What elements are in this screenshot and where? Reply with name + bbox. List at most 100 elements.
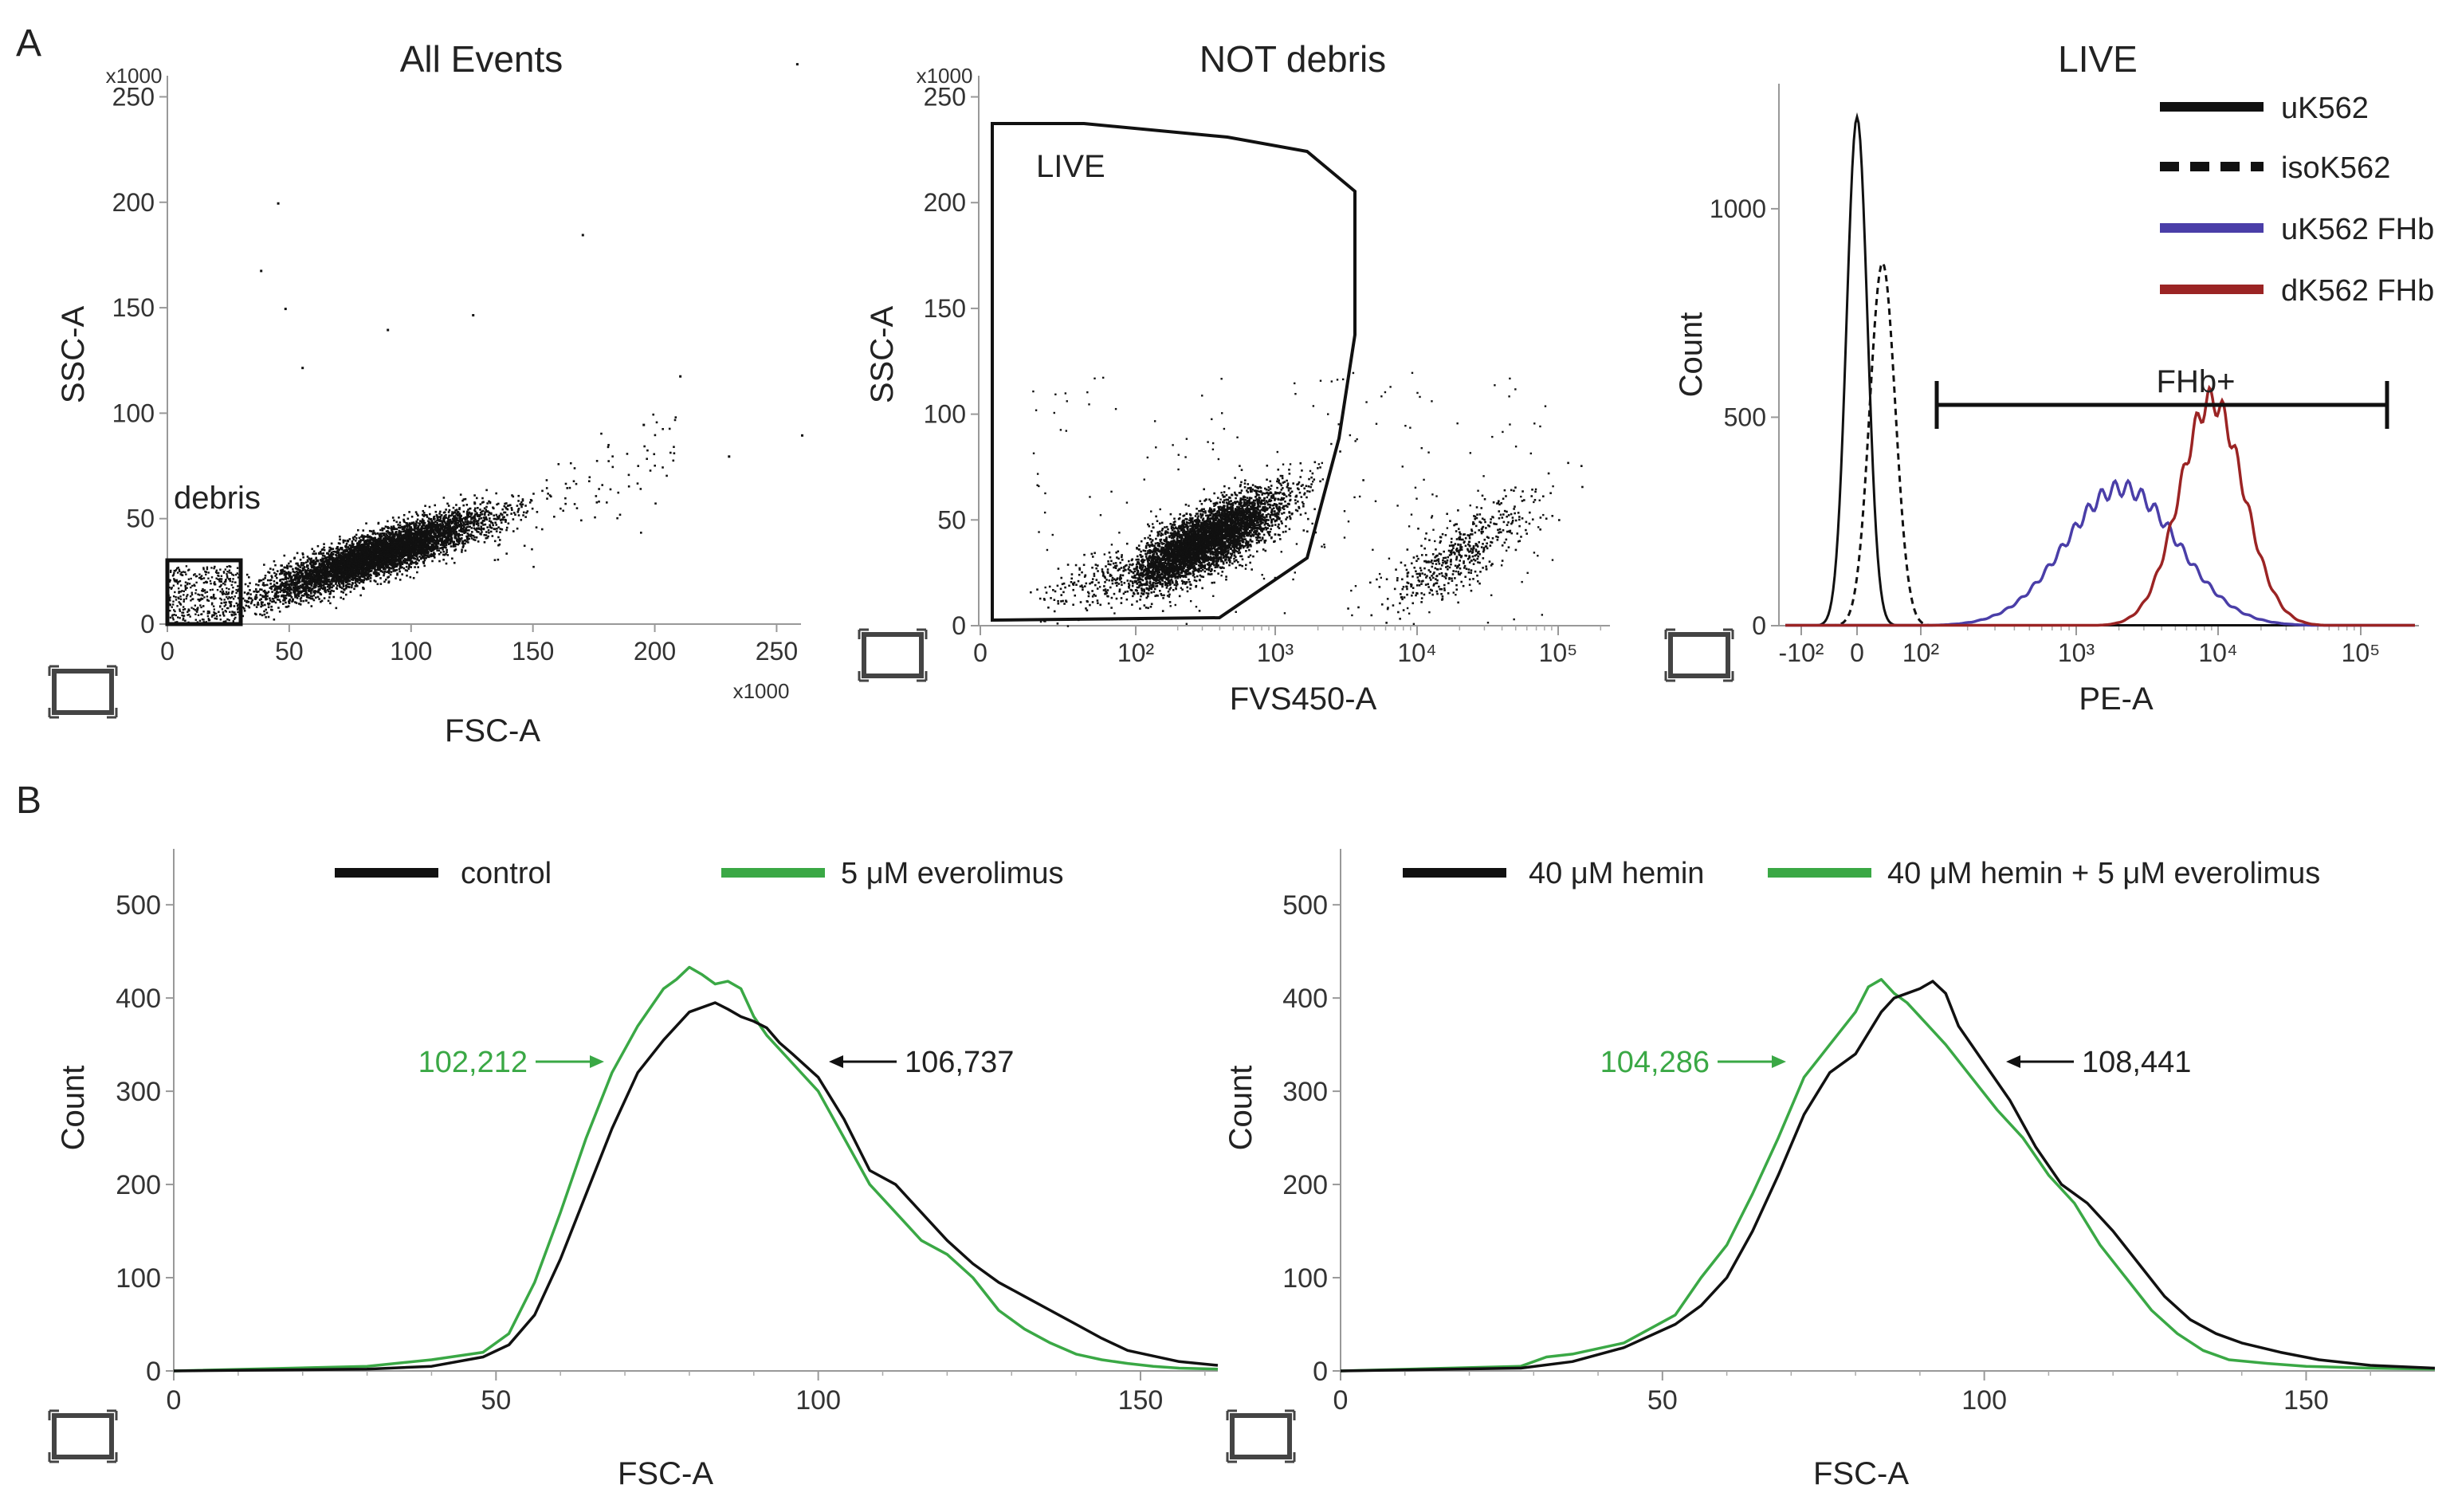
scatter-point (313, 569, 316, 571)
scatter-point (365, 535, 367, 538)
scatter-point (313, 575, 316, 578)
scatter-point (474, 510, 477, 513)
scatter-point (438, 549, 441, 552)
scatter-point (346, 540, 349, 543)
scatter-point (445, 544, 448, 547)
scatter-point (464, 542, 466, 545)
scatter-point (335, 607, 338, 610)
scatter-point (289, 571, 292, 575)
scatter-point (359, 594, 362, 597)
scatter-point (448, 514, 450, 517)
scatter-point (410, 521, 414, 524)
scatter-point (436, 516, 439, 519)
scatter-point (421, 532, 423, 536)
scatter-point (401, 528, 404, 531)
scatter-point (433, 556, 436, 559)
scatter-point (440, 514, 443, 516)
scatter-point (289, 560, 292, 563)
scatter-point (279, 591, 281, 594)
scatter-point (450, 537, 453, 540)
scatter-point (311, 598, 314, 600)
scatter-point (332, 574, 336, 577)
scatter-point (365, 564, 368, 567)
scatter-point (308, 580, 310, 583)
scatter-point (345, 581, 347, 583)
scatter-point (412, 548, 414, 551)
scatter-point (532, 493, 535, 495)
scatter-point (418, 544, 421, 547)
scatter-point (343, 579, 345, 583)
scatter-point (265, 608, 268, 611)
scatter-point (416, 544, 419, 547)
scatter-point (348, 544, 351, 547)
scatter-point (388, 547, 391, 550)
scatter-point (288, 574, 291, 576)
scatter-point (430, 550, 433, 552)
scatter-point (377, 571, 380, 575)
scatter-point (457, 542, 461, 545)
scatter-point (353, 536, 356, 538)
scatter-point (371, 536, 373, 540)
scatter-point (302, 567, 305, 570)
scatter-point (447, 523, 450, 525)
scatter-point (263, 564, 265, 566)
scatter-point (404, 526, 406, 529)
scatter-point (415, 513, 418, 516)
scatter-point (396, 573, 399, 576)
scatter-point (346, 578, 348, 580)
scatter-point (457, 535, 460, 538)
scatter-point (375, 539, 379, 541)
scatter-point (442, 542, 446, 544)
scatter-point (312, 580, 314, 583)
scatter-point (422, 522, 425, 524)
scatter-point (368, 536, 371, 539)
scatter-point (434, 547, 438, 550)
scatter-point (402, 560, 405, 562)
scatter-point (430, 540, 433, 543)
scatter-point (309, 595, 312, 598)
scatter-point (316, 575, 320, 577)
scatter-point (343, 557, 345, 560)
scatter-point (269, 583, 272, 585)
scatter-point (289, 595, 292, 597)
scatter-point (360, 552, 363, 555)
scatter-point (404, 569, 407, 571)
scatter-point (351, 536, 355, 539)
y-axis-label: SSC-A (56, 306, 91, 404)
scatter-point (316, 560, 320, 563)
scatter-point (483, 520, 485, 522)
scatter-point (475, 520, 478, 523)
scatter-point (458, 519, 461, 522)
scatter-point (478, 517, 481, 520)
scatter-point (381, 527, 383, 530)
scatter-point (465, 529, 469, 532)
scatter-point (387, 538, 390, 540)
scatter-point (270, 605, 273, 608)
scatter-point (446, 540, 450, 544)
scatter-point (358, 536, 361, 540)
scatter-point (473, 521, 476, 524)
scatter-point (479, 512, 482, 514)
scatter-point (281, 582, 285, 585)
scatter-point (328, 584, 332, 587)
scatter-point (524, 505, 527, 507)
scatter-point (281, 570, 284, 572)
scatter-point (495, 518, 498, 520)
scatter-point (485, 489, 488, 492)
scatter-point (497, 526, 500, 528)
scatter-point (333, 550, 336, 553)
scatter-point (269, 587, 272, 589)
scatter-point (317, 585, 320, 588)
scatter-point (469, 535, 472, 538)
scatter-point (480, 525, 483, 528)
scatter-point (344, 551, 347, 553)
scatter-point (405, 559, 408, 561)
scatter-point (315, 584, 318, 587)
scatter-point (286, 606, 289, 608)
scatter-point (301, 552, 304, 555)
scatter-point (323, 543, 325, 545)
scatter-point (274, 564, 277, 567)
scatter-point (289, 565, 292, 567)
scatter-point (531, 507, 534, 510)
